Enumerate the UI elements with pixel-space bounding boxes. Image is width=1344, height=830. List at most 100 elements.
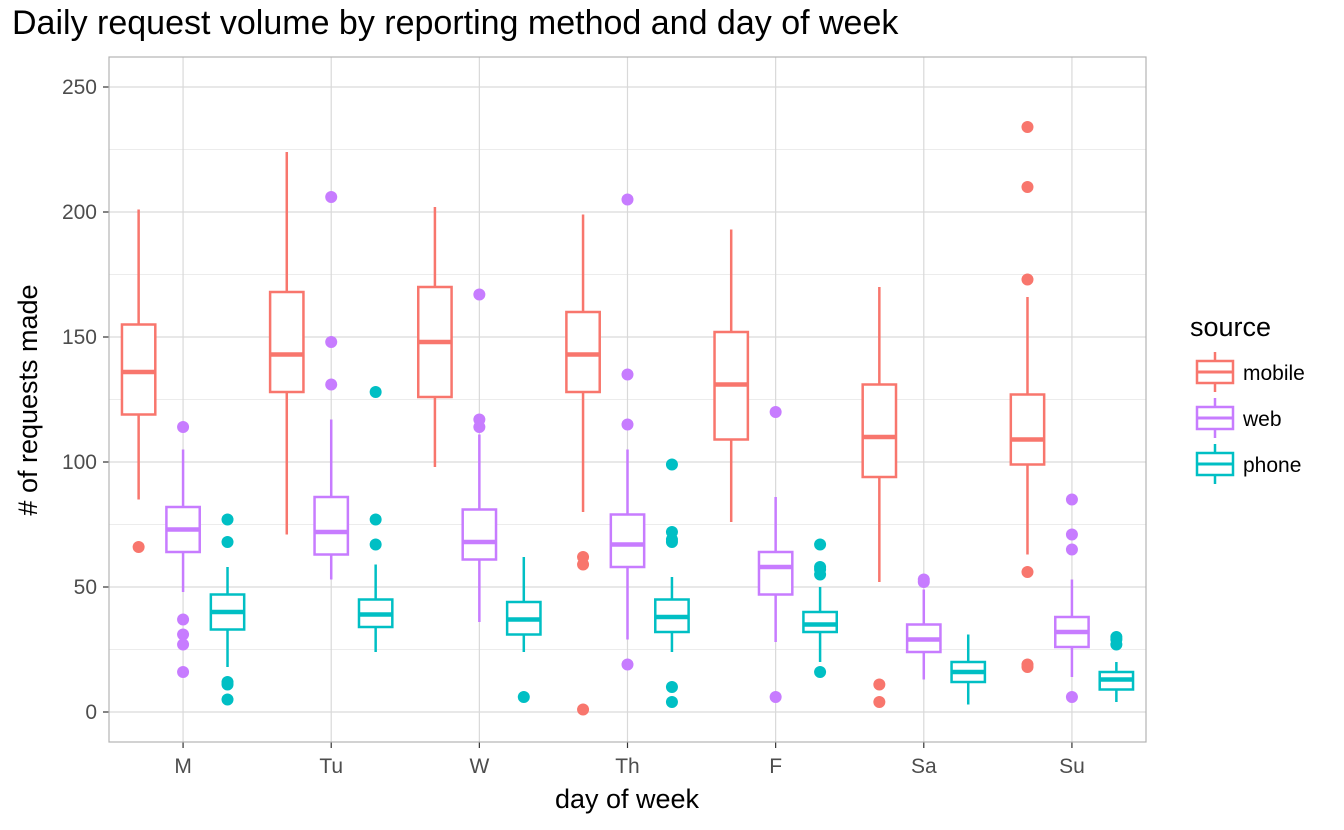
outlier-point bbox=[177, 666, 190, 678]
box-mobile-Th bbox=[565, 214, 601, 716]
outlier-point bbox=[1021, 121, 1034, 133]
legend-label: mobile bbox=[1243, 362, 1305, 385]
outlier-point bbox=[873, 678, 886, 691]
outlier-point bbox=[1110, 638, 1123, 651]
y-axis-ticks: 0 50 100 150 200 250 bbox=[62, 76, 109, 724]
outlier-point bbox=[177, 638, 190, 651]
y-tick-label: 250 bbox=[62, 76, 97, 99]
box-web-W bbox=[461, 288, 498, 622]
iqr-box bbox=[1009, 393, 1046, 466]
outlier-point bbox=[325, 336, 338, 348]
outlier-point bbox=[665, 681, 678, 693]
box-phone-Sa bbox=[950, 634, 987, 705]
outlier-point bbox=[177, 613, 190, 626]
outlier-point bbox=[621, 658, 634, 671]
outlier-point bbox=[665, 696, 678, 708]
box-mobile-Tu bbox=[268, 152, 305, 535]
outlier-point bbox=[221, 678, 234, 691]
x-tick-label: Tu bbox=[319, 755, 343, 778]
legend-label: phone bbox=[1243, 454, 1301, 477]
outlier-point bbox=[1021, 273, 1034, 286]
outlier-point bbox=[369, 538, 382, 551]
legend-item-phone: phone bbox=[1195, 444, 1301, 484]
outlier-point bbox=[1065, 543, 1078, 556]
outlier-point bbox=[325, 191, 338, 203]
outlier-point bbox=[1065, 528, 1078, 541]
box-web-Sa bbox=[905, 573, 942, 680]
x-tick-label: F bbox=[769, 755, 782, 778]
iqr-box bbox=[268, 290, 305, 394]
box-mobile-F bbox=[713, 229, 750, 522]
iqr-box bbox=[461, 508, 498, 561]
box-phone-Su bbox=[1098, 631, 1135, 702]
x-tick-label: M bbox=[174, 755, 192, 778]
box-web-Su bbox=[1054, 493, 1090, 703]
outlier-point bbox=[873, 696, 886, 708]
outlier-point bbox=[665, 458, 678, 471]
legend-item-mobile: mobile bbox=[1195, 352, 1305, 392]
chart-title: Daily request volume by reporting method… bbox=[12, 4, 899, 42]
outlier-point bbox=[814, 538, 827, 551]
outlier-point bbox=[369, 513, 382, 526]
box-mobile-Sa bbox=[861, 287, 898, 708]
outlier-point bbox=[177, 628, 190, 641]
outlier-point bbox=[132, 541, 145, 553]
outlier-point bbox=[814, 568, 827, 581]
series-web bbox=[165, 191, 1090, 703]
outlier-point bbox=[473, 288, 486, 301]
outlier-point bbox=[1021, 661, 1034, 673]
box-mobile-W bbox=[416, 207, 453, 467]
outlier-point bbox=[221, 693, 234, 706]
iqr-box bbox=[313, 495, 350, 556]
iqr-box bbox=[120, 323, 157, 416]
outlier-point bbox=[1021, 181, 1034, 193]
outlier-point bbox=[517, 691, 530, 703]
y-tick-label: 100 bbox=[62, 451, 97, 474]
legend-label: web bbox=[1242, 408, 1282, 431]
box-groups bbox=[120, 121, 1135, 716]
outlier-point bbox=[221, 536, 234, 548]
x-axis-ticks: M Tu W Th F Sa Su bbox=[174, 742, 1085, 778]
box-web-Th bbox=[609, 193, 646, 671]
outlier-point bbox=[1065, 691, 1078, 703]
x-tick-label: Sa bbox=[911, 755, 937, 778]
legend-title: source bbox=[1190, 312, 1271, 342]
outlier-point bbox=[621, 193, 634, 206]
box-mobile-M bbox=[120, 209, 157, 553]
iqr-box bbox=[861, 383, 898, 479]
outlier-point bbox=[917, 576, 930, 588]
outlier-point bbox=[621, 418, 634, 431]
x-axis-title: day of week bbox=[555, 784, 700, 814]
iqr-box bbox=[757, 550, 794, 596]
iqr-box bbox=[565, 310, 601, 394]
box-web-M bbox=[165, 421, 201, 678]
outlier-point bbox=[814, 666, 827, 678]
outlier-point bbox=[769, 406, 782, 418]
y-tick-label: 150 bbox=[62, 326, 97, 349]
legend: source mobile web phone bbox=[1190, 312, 1305, 484]
x-tick-label: W bbox=[469, 755, 489, 778]
outlier-point bbox=[1021, 566, 1034, 578]
box-web-F bbox=[757, 406, 794, 703]
outlier-point bbox=[577, 703, 590, 716]
y-tick-label: 0 bbox=[85, 701, 97, 724]
box-phone-W bbox=[505, 557, 542, 703]
box-phone-F bbox=[802, 538, 839, 678]
outlier-point bbox=[665, 536, 678, 548]
outlier-point bbox=[621, 368, 634, 381]
legend-items: mobile web phone bbox=[1195, 352, 1305, 484]
box-phone-Tu bbox=[357, 386, 394, 652]
y-tick-label: 50 bbox=[74, 576, 97, 599]
outlier-point bbox=[369, 386, 382, 398]
outlier-point bbox=[177, 421, 190, 433]
series-mobile bbox=[120, 121, 1046, 716]
iqr-box bbox=[802, 610, 839, 634]
box-phone-Th bbox=[654, 458, 690, 708]
box-mobile-Su bbox=[1009, 121, 1046, 673]
legend-item-web: web bbox=[1195, 398, 1282, 438]
outlier-point bbox=[473, 421, 486, 433]
plot-border bbox=[108, 56, 1147, 743]
x-tick-label: Th bbox=[615, 755, 640, 778]
y-tick-label: 200 bbox=[62, 201, 97, 224]
